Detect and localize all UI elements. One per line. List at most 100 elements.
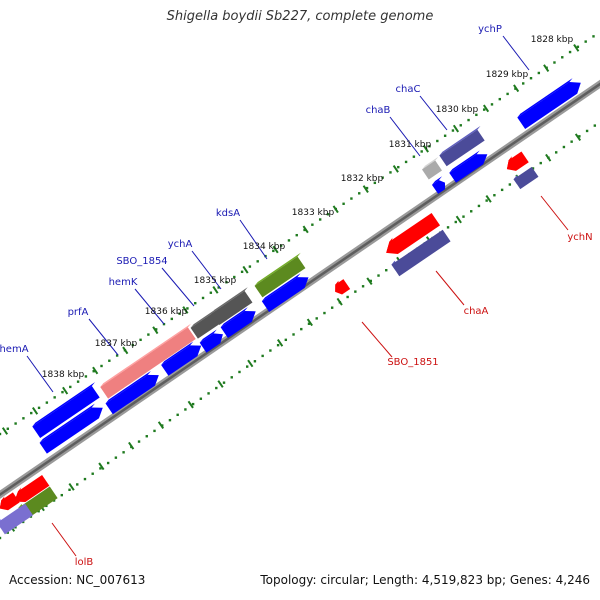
gene-outer-red-front-face <box>14 474 50 502</box>
inner-major-tick <box>574 133 582 142</box>
leader-hemA <box>26 355 54 393</box>
gene-kdsA-b <box>261 273 309 312</box>
outer-minor-tick <box>522 82 525 85</box>
outer-minor-tick <box>100 364 103 368</box>
outer-minor-tick <box>420 150 423 153</box>
outer-minor-tick <box>69 385 72 389</box>
outer-major-tick <box>513 84 520 93</box>
inner-minor-tick <box>330 306 334 309</box>
inner-minor-tick <box>122 451 125 454</box>
inner-minor-tick <box>446 226 450 229</box>
gene-chaC-b-top-face <box>449 150 480 173</box>
outer-major-tick <box>422 144 429 153</box>
outer-minor-tick <box>467 118 470 122</box>
gene-chaA-b-front-face <box>391 229 451 277</box>
inner-minor-tick <box>137 440 141 443</box>
outer-minor-tick <box>178 312 181 315</box>
map-title: Shigella boydii Sb227, complete genome <box>166 9 434 24</box>
leader-lolB <box>51 522 77 557</box>
outer-tick-track <box>0 35 595 436</box>
gene-hemA <box>32 382 100 439</box>
outer-minor-tick <box>37 406 41 410</box>
inner-minor-tick <box>153 429 156 433</box>
outer-major-tick <box>212 285 219 294</box>
inner-minor-tick <box>0 536 2 540</box>
gene-hemA-b-front-face <box>39 407 103 454</box>
gene-ychN-front-face <box>506 151 529 171</box>
inner-major-tick <box>187 400 194 409</box>
leader-hemK <box>134 288 165 325</box>
inner-minor-tick <box>377 274 380 277</box>
inner-minor-tick <box>500 188 504 192</box>
outer-minor-tick <box>272 249 275 253</box>
gene-hemK-front-face <box>100 327 196 399</box>
outer-minor-tick <box>147 333 150 336</box>
outer-minor-tick <box>256 260 259 263</box>
gene-hemA-front-face <box>32 385 100 439</box>
outer-minor-tick <box>506 92 509 96</box>
inner-minor-tick <box>91 472 94 475</box>
inner-major-tick <box>545 153 552 162</box>
inner-minor-tick <box>37 510 40 513</box>
gene-ychA-front-face <box>211 290 253 326</box>
outer-major-tick <box>392 165 399 173</box>
outer-major-tick <box>452 124 460 133</box>
label-leader-lines <box>26 35 569 557</box>
leader-chaA <box>435 270 465 306</box>
leader-chaC <box>419 95 448 131</box>
tick-label: 1836 kbp <box>145 307 188 317</box>
gene-ychP-front-face <box>517 82 581 130</box>
gene-ychA-b-front-face <box>220 311 256 339</box>
outer-major-tick <box>122 346 129 355</box>
gene-chaB-gray <box>422 156 442 180</box>
inner-minor-tick <box>191 402 195 406</box>
outer-major-tick <box>362 185 369 193</box>
outer-minor-tick <box>358 192 361 195</box>
inner-minor-tick <box>6 531 9 534</box>
inner-minor-tick <box>385 269 388 272</box>
gene-label-SBO_1851: SBO_1851 <box>387 357 438 368</box>
gene-label-SBO_1854: SBO_1854 <box>116 256 167 267</box>
outer-major-tick <box>302 225 309 234</box>
outer-minor-tick <box>381 176 384 179</box>
outer-minor-tick <box>592 35 595 38</box>
inner-minor-tick <box>168 418 172 422</box>
outer-minor-tick <box>537 71 541 75</box>
gene-kdsA-b-top-face <box>261 273 301 302</box>
gene-chaB-front-face <box>431 180 446 194</box>
inner-minor-tick <box>215 386 218 390</box>
inner-minor-tick <box>593 124 597 127</box>
outer-major-tick <box>242 265 249 274</box>
gene-hemA-b <box>39 403 103 454</box>
inner-tick-track <box>0 124 597 540</box>
gene-kdsA-front-face <box>254 256 306 298</box>
outer-minor-tick <box>30 411 33 415</box>
inner-major-tick <box>157 421 165 430</box>
gene-ychA-top-face <box>211 287 248 314</box>
gene-chaC-b-front-face <box>449 154 488 183</box>
gene-SBO_1854-b <box>199 329 223 353</box>
gene-label-prfA: prfA <box>68 307 89 318</box>
gene-hemK-b <box>161 341 202 376</box>
outer-minor-tick <box>53 396 56 399</box>
gene-SBO_1854-b-top-face <box>199 329 217 343</box>
gene-chaA-front-face <box>386 212 441 255</box>
gene-ychA <box>211 287 253 326</box>
outer-minor-tick <box>6 427 10 430</box>
outer-minor-tick <box>436 139 439 143</box>
inner-minor-tick <box>284 338 288 342</box>
inner-minor-tick <box>578 135 581 138</box>
outer-minor-tick <box>365 186 369 190</box>
inner-minor-tick <box>315 317 318 320</box>
outer-major-tick <box>152 326 159 335</box>
inner-minor-tick <box>45 504 48 508</box>
inner-minor-tick <box>14 526 17 529</box>
gene-ychP-top-face <box>517 78 573 118</box>
inner-minor-tick <box>292 333 295 336</box>
gene-SBO_1854 <box>190 309 220 339</box>
leader-SBO_1854 <box>161 267 195 307</box>
tick-label: 1831 kbp <box>389 140 432 150</box>
inner-minor-tick <box>60 493 63 497</box>
outer-major-tick <box>543 64 550 72</box>
